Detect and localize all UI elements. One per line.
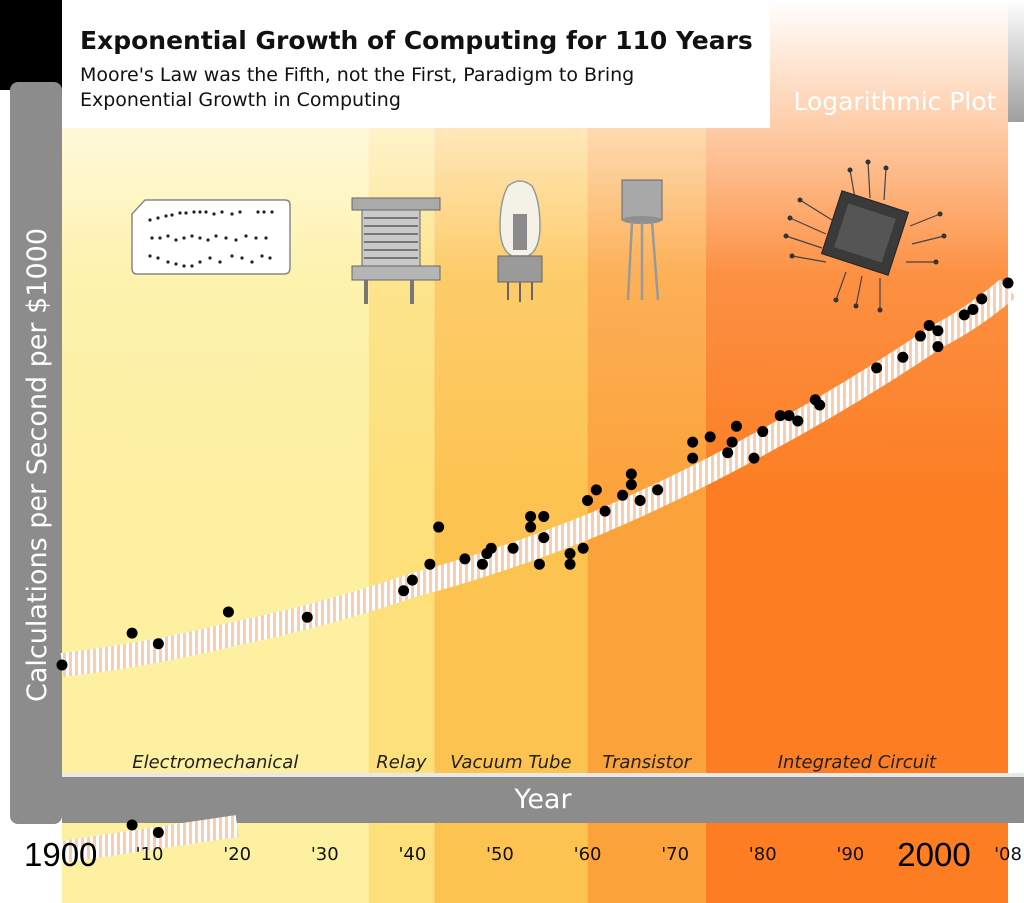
data-point-7: [424, 558, 436, 570]
data-point-13: [507, 542, 519, 554]
x-axis-bar-highlight: [62, 773, 1024, 777]
scale-badge: Logarithmic Plot: [794, 87, 997, 116]
data-point-26: [625, 479, 637, 491]
x-tick-1: '10: [136, 844, 164, 865]
header-black-left: [0, 0, 62, 90]
trend-band-below-axis: [60, 815, 239, 863]
chart-subtitle-line1: Moore's Law was the Fifth, not the First…: [80, 64, 634, 86]
data-point-20: [564, 548, 576, 560]
x-tick-11: '08: [994, 844, 1022, 865]
data-point-5: [398, 585, 410, 597]
y-axis-label: Calculations per Second per $1000: [22, 228, 53, 702]
data-point-3: [222, 606, 234, 618]
era-label-3: Transistor: [602, 752, 692, 773]
era-band-below-1: [368, 823, 435, 903]
data-point-44: [897, 351, 909, 363]
data-point-28: [634, 495, 646, 507]
x-tick-0: 1900: [24, 836, 97, 873]
transistor-illustration: [621, 179, 663, 301]
data-point-45: [914, 330, 926, 342]
data-point-0: [56, 659, 68, 671]
era-label-1: Relay: [376, 752, 427, 773]
data-point-43: [871, 362, 883, 374]
data-point-21: [577, 542, 589, 554]
y-axis-bar: [10, 82, 62, 824]
vacuum-tube-illustration: [497, 180, 543, 302]
x-tick-labels: 1900 '10 '20 '30 '40 '50 '60 '70 '80 '90 2000 '08: [24, 836, 1022, 873]
data-point-50: [967, 304, 979, 316]
era-band-below-4: [705, 823, 1008, 903]
data-point-17: [538, 532, 550, 544]
data-point-25: [617, 489, 629, 501]
era-band-below-2: [434, 823, 588, 903]
trend-band: [60, 279, 1016, 677]
data-point-40: [792, 415, 804, 427]
data-point-27: [625, 468, 637, 480]
title-panel: [62, 0, 770, 128]
data-point-52: [1002, 277, 1014, 289]
data-point-12: [485, 542, 497, 554]
data-point-15: [525, 510, 537, 522]
data-point-8: [433, 521, 445, 533]
x-tick-5: '50: [486, 844, 514, 865]
data-point-46: [923, 319, 935, 331]
data-point-1: [126, 627, 138, 639]
data-point-35: [730, 420, 742, 432]
data-point-47: [932, 325, 944, 337]
relay-illustration: [351, 197, 441, 304]
era-label-2: Vacuum Tube: [450, 752, 571, 773]
data-point-33: [722, 447, 734, 459]
data-point-16: [533, 558, 545, 570]
data-point-4: [301, 611, 313, 623]
chart-subtitle-line2: Exponential Growth in Computing: [80, 89, 401, 111]
era-labels: Electromechanical Relay Vacuum Tube Transis…: [132, 752, 937, 773]
data-points: [56, 277, 1014, 671]
data-point-32: [704, 431, 716, 443]
chart-title: Exponential Growth of Computing for 110 …: [80, 26, 753, 55]
data-point-37: [757, 426, 769, 438]
data-point-49: [958, 309, 970, 321]
x-tick-9: '90: [836, 844, 864, 865]
integrated-circuit-illustration: [783, 159, 947, 313]
x-tick-4: '40: [398, 844, 426, 865]
data-point-14: [525, 521, 537, 533]
data-point-19: [564, 558, 576, 570]
x-tick-7: '70: [661, 844, 689, 865]
era-band-below-3: [587, 823, 706, 903]
data-point-10: [476, 558, 488, 570]
x-tick-2: '20: [223, 844, 251, 865]
data-point-42: [814, 399, 826, 411]
data-point-22: [582, 495, 594, 507]
data-point-36: [748, 452, 760, 464]
data-point-31: [687, 436, 699, 448]
data-point-38: [774, 410, 786, 422]
data-point-23: [590, 484, 602, 496]
x-tick-8: '80: [749, 844, 777, 865]
below-axis-points: [126, 819, 164, 838]
era-label-4: Integrated Circuit: [778, 752, 937, 773]
data-point-30: [687, 452, 699, 464]
data-point-18: [538, 510, 550, 522]
era-label-0: Electromechanical: [132, 752, 298, 773]
data-point-39: [783, 410, 795, 422]
x-axis-bar: [62, 773, 1024, 823]
below-axis-point-1: [152, 827, 164, 838]
data-point-6: [406, 574, 418, 586]
data-point-34: [726, 436, 738, 448]
data-point-24: [599, 505, 611, 517]
data-point-51: [976, 293, 988, 305]
x-axis-label: Year: [513, 784, 572, 815]
x-tick-3: '30: [311, 844, 339, 865]
x-tick-6: '60: [574, 844, 602, 865]
data-point-2: [152, 638, 164, 650]
data-point-9: [459, 553, 471, 565]
punch-card-illustration: [131, 199, 291, 275]
data-point-29: [652, 484, 664, 496]
x-tick-10: 2000: [897, 836, 970, 873]
below-axis-point-0: [126, 819, 138, 831]
data-point-48: [932, 341, 944, 353]
